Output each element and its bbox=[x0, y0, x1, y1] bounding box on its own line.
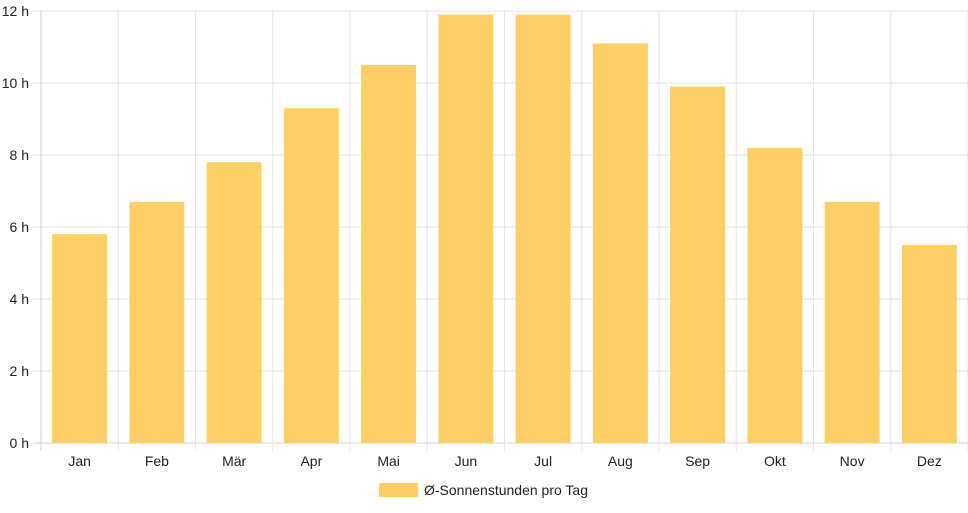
y-tick-label: 0 h bbox=[10, 435, 29, 451]
bar-dez[interactable] bbox=[901, 245, 957, 443]
bar-feb[interactable] bbox=[129, 201, 185, 443]
x-tick-label: Mär bbox=[222, 453, 246, 469]
bar-jan[interactable] bbox=[52, 234, 108, 443]
bar-jun[interactable] bbox=[438, 14, 494, 443]
x-tick-label: Apr bbox=[300, 453, 322, 469]
x-tick-label: Mai bbox=[377, 453, 400, 469]
x-tick-label: Nov bbox=[840, 453, 865, 469]
x-tick-label: Feb bbox=[145, 453, 169, 469]
x-tick-label: Jan bbox=[68, 453, 91, 469]
x-tick-label: Jun bbox=[455, 453, 478, 469]
y-tick-label: 12 h bbox=[2, 3, 29, 19]
x-tick-label: Dez bbox=[917, 453, 942, 469]
axes: 0 h 2 h 4 h 6 h 8 h 10 h 12 h Jan Feb Mär Apr Mai Ju… bbox=[2, 3, 942, 469]
y-tick-label: 4 h bbox=[10, 291, 29, 307]
bar-jul[interactable] bbox=[515, 14, 571, 443]
bar-sep[interactable] bbox=[670, 86, 726, 443]
bar-mär[interactable] bbox=[206, 162, 262, 443]
x-tick-label: Jul bbox=[534, 453, 552, 469]
legend-label: Ø-Sonnenstunden pro Tag bbox=[424, 482, 588, 498]
bar-mai[interactable] bbox=[361, 65, 417, 443]
bar-nov[interactable] bbox=[824, 201, 880, 443]
grid-lines bbox=[33, 10, 968, 451]
bar-okt[interactable] bbox=[747, 147, 803, 444]
bar-series bbox=[52, 14, 957, 444]
bar-aug[interactable] bbox=[592, 43, 648, 444]
y-tick-label: 10 h bbox=[2, 75, 29, 91]
y-tick-label: 8 h bbox=[10, 147, 29, 163]
y-tick-label: 2 h bbox=[10, 363, 29, 379]
x-tick-label: Sep bbox=[685, 453, 710, 469]
y-tick-label: 6 h bbox=[10, 219, 29, 235]
legend[interactable]: Ø-Sonnenstunden pro Tag bbox=[379, 482, 588, 498]
x-tick-label: Okt bbox=[764, 453, 786, 469]
bar-apr[interactable] bbox=[283, 108, 339, 443]
x-tick-label: Aug bbox=[608, 453, 633, 469]
legend-swatch bbox=[379, 483, 418, 497]
